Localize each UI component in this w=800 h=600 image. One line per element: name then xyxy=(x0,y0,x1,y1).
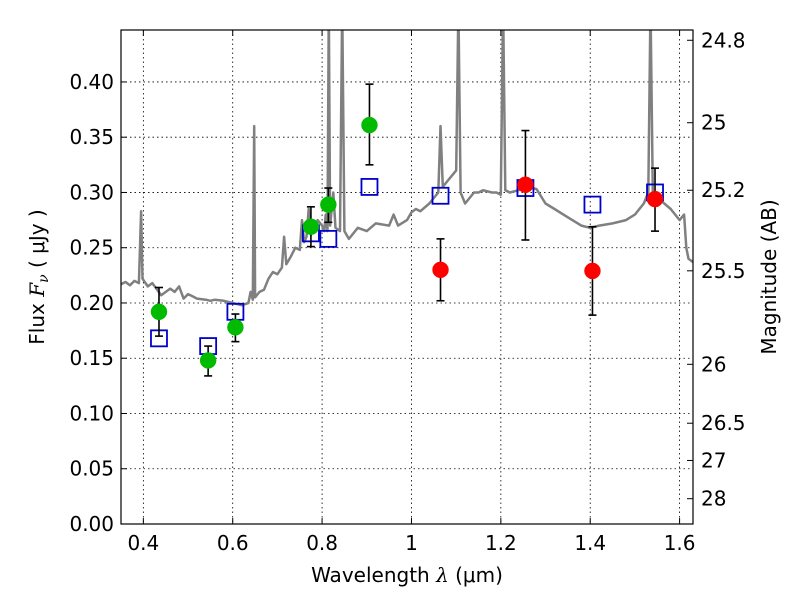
y-tick-label: 0.35 xyxy=(69,125,114,149)
y2-tick-label: 28 xyxy=(701,487,726,511)
x-tick-label: 1.6 xyxy=(664,531,696,555)
x-tick-label: 1 xyxy=(405,531,418,555)
x-axis-label: Wavelength λ (μm) xyxy=(311,563,503,587)
observed-point-marker xyxy=(584,262,601,280)
model-square-marker xyxy=(431,186,450,205)
y2-tick-label: 25.2 xyxy=(701,178,746,202)
x-tick-label: 1.4 xyxy=(574,531,606,555)
y2-tick-label: 25 xyxy=(701,111,726,135)
model-square-marker xyxy=(583,195,602,214)
y-tick-label: 0.15 xyxy=(69,346,114,370)
y2-tick-label: 27 xyxy=(701,448,726,472)
x-tick-label: 0.6 xyxy=(217,531,249,555)
observed-point-marker xyxy=(199,352,217,369)
plot-frame xyxy=(120,29,694,525)
y-tick-label: 0.30 xyxy=(69,180,114,204)
x-tick-label: 0.8 xyxy=(306,531,338,555)
y2-tick-label: 25.5 xyxy=(701,259,746,283)
x-tick-label: 1.2 xyxy=(485,531,517,555)
observed-point-marker xyxy=(517,176,534,193)
observed-point-marker xyxy=(227,319,244,336)
y-axis-label: Flux Fν ( μJy ) xyxy=(25,209,52,344)
y2-tick-label: 26 xyxy=(701,352,726,376)
observed-point-marker xyxy=(361,116,378,134)
observed-point-marker xyxy=(150,303,168,321)
y-tick-label: 0.00 xyxy=(69,512,114,536)
y2-axis-label: Magnitude (AB) xyxy=(757,199,781,354)
observed-point-marker xyxy=(646,190,664,208)
y-tick-label: 0.40 xyxy=(69,70,114,94)
x-tick-label: 0.4 xyxy=(127,531,159,555)
y-tick-label: 0.05 xyxy=(69,457,114,481)
y2-tick-label: 26.5 xyxy=(701,411,746,435)
series-layer xyxy=(121,30,693,377)
ticks: 0.4 0.6 0.8 1 1.2 1.4 1.6 0.00 0.05 0.10 0.15 0.20 0… xyxy=(69,28,745,555)
observed-point-marker xyxy=(320,196,337,213)
observed-point-marker xyxy=(302,218,320,235)
y-tick-label: 0.20 xyxy=(69,291,114,315)
model-square-marker xyxy=(319,229,338,248)
y2-tick-label: 24.8 xyxy=(701,28,746,52)
observed-point-marker xyxy=(432,261,449,279)
y-tick-label: 0.25 xyxy=(69,236,114,260)
model-square-marker xyxy=(360,178,379,196)
y-tick-label: 0.10 xyxy=(69,401,114,425)
spectrum-line xyxy=(121,30,693,307)
